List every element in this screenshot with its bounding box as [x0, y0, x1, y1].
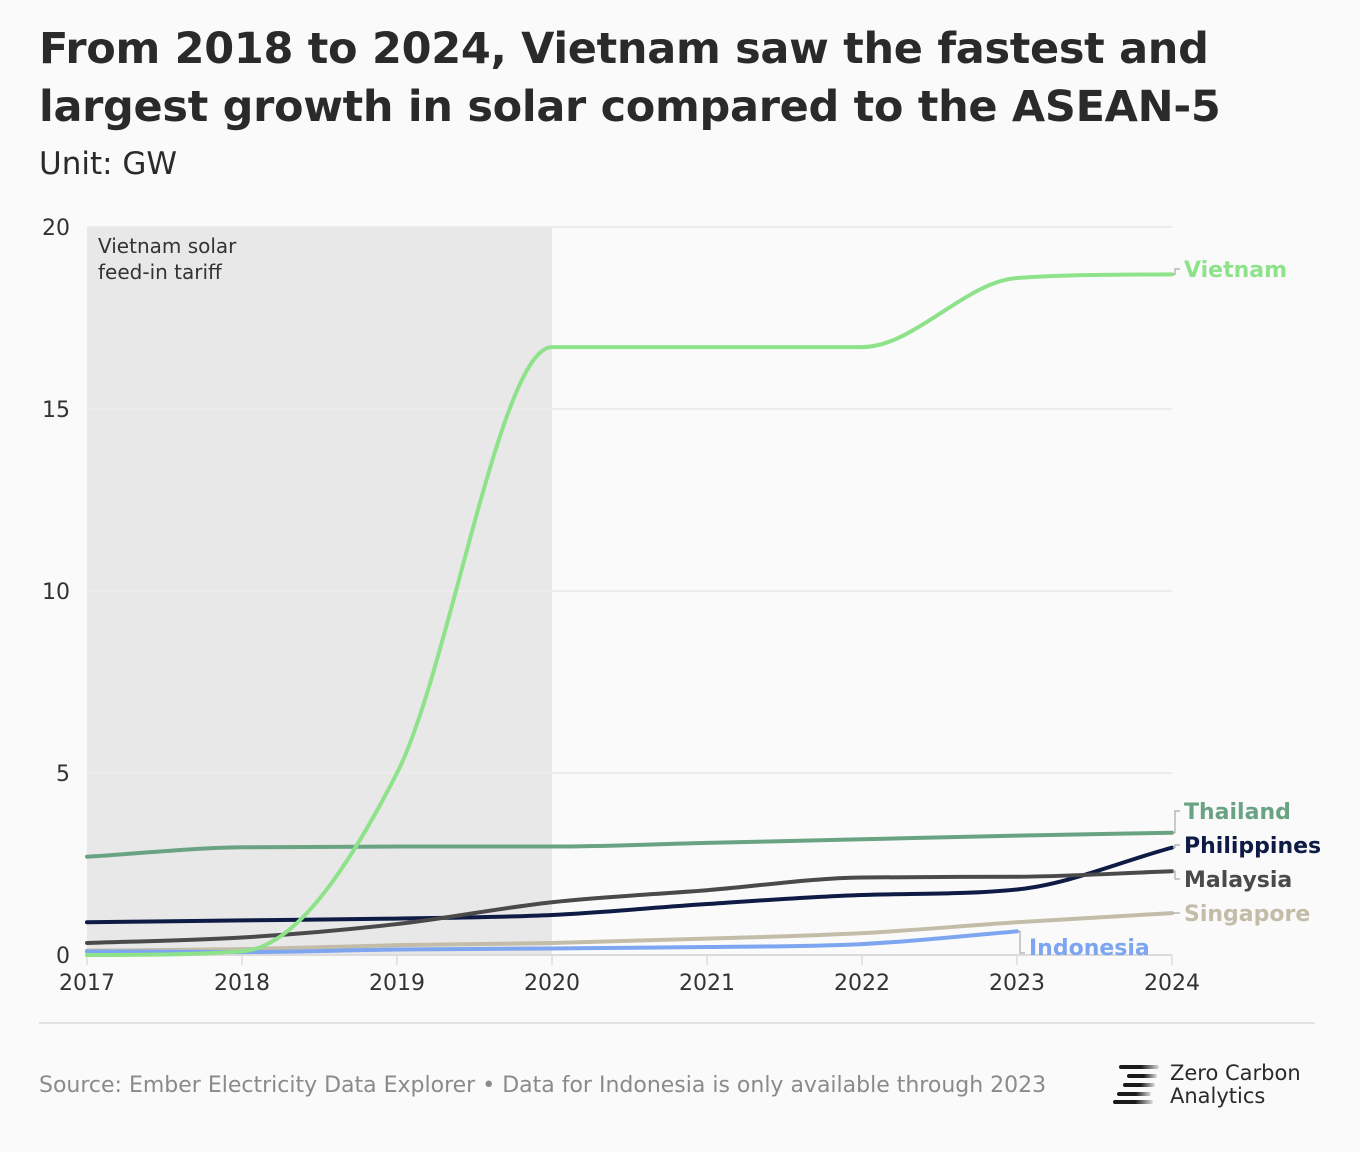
series-line-vietnam [85, 272, 1174, 957]
x-tick-label: 2021 [679, 971, 735, 996]
annotation-line1: Vietnam solar [98, 234, 237, 258]
y-tick-label: 10 [42, 580, 70, 605]
series-label-singapore: Singapore [1184, 902, 1310, 927]
series-label-malaysia: Malaysia [1184, 868, 1292, 893]
annotation-line2: feed-in tariff [98, 260, 223, 284]
x-tick-label: 2024 [1144, 971, 1200, 996]
label-connector [1173, 870, 1180, 880]
logo-line1: Zero Carbon [1170, 1061, 1301, 1085]
divider [39, 1022, 1315, 1024]
label-connector [1173, 810, 1180, 834]
label-connector [1018, 930, 1025, 954]
y-tick-label: 15 [42, 398, 70, 423]
x-tick-label: 2019 [369, 971, 425, 996]
y-tick-label: 0 [56, 944, 70, 969]
chart-subtitle: Unit: GW [39, 146, 178, 182]
x-tick-label: 2023 [989, 971, 1045, 996]
series-label-indonesia: Indonesia [1029, 936, 1150, 961]
series-line-malaysia [85, 869, 1174, 945]
x-tick-label: 2020 [524, 971, 580, 996]
series-line-philippines [85, 845, 1174, 925]
label-connector [1173, 268, 1180, 275]
series-label-thailand: Thailand [1184, 800, 1291, 825]
zero-carbon-analytics-logo: Zero Carbon Analytics [1113, 1062, 1323, 1108]
source-note: Source: Ember Electricity Data Explorer … [39, 1073, 1047, 1098]
y-tick-label: 5 [56, 762, 70, 787]
series-label-vietnam: Vietnam [1184, 258, 1287, 283]
logo-line2: Analytics [1170, 1084, 1266, 1108]
x-tick-label: 2017 [59, 971, 115, 996]
x-tick-label: 2022 [834, 971, 890, 996]
series-label-philippines: Philippines [1184, 834, 1321, 859]
label-connector [1173, 844, 1180, 849]
series-line-thailand [85, 830, 1174, 859]
x-tick-label: 2018 [214, 971, 270, 996]
y-tick-label: 20 [42, 216, 70, 241]
chart-title: From 2018 to 2024, Vietnam saw the faste… [39, 24, 1221, 132]
